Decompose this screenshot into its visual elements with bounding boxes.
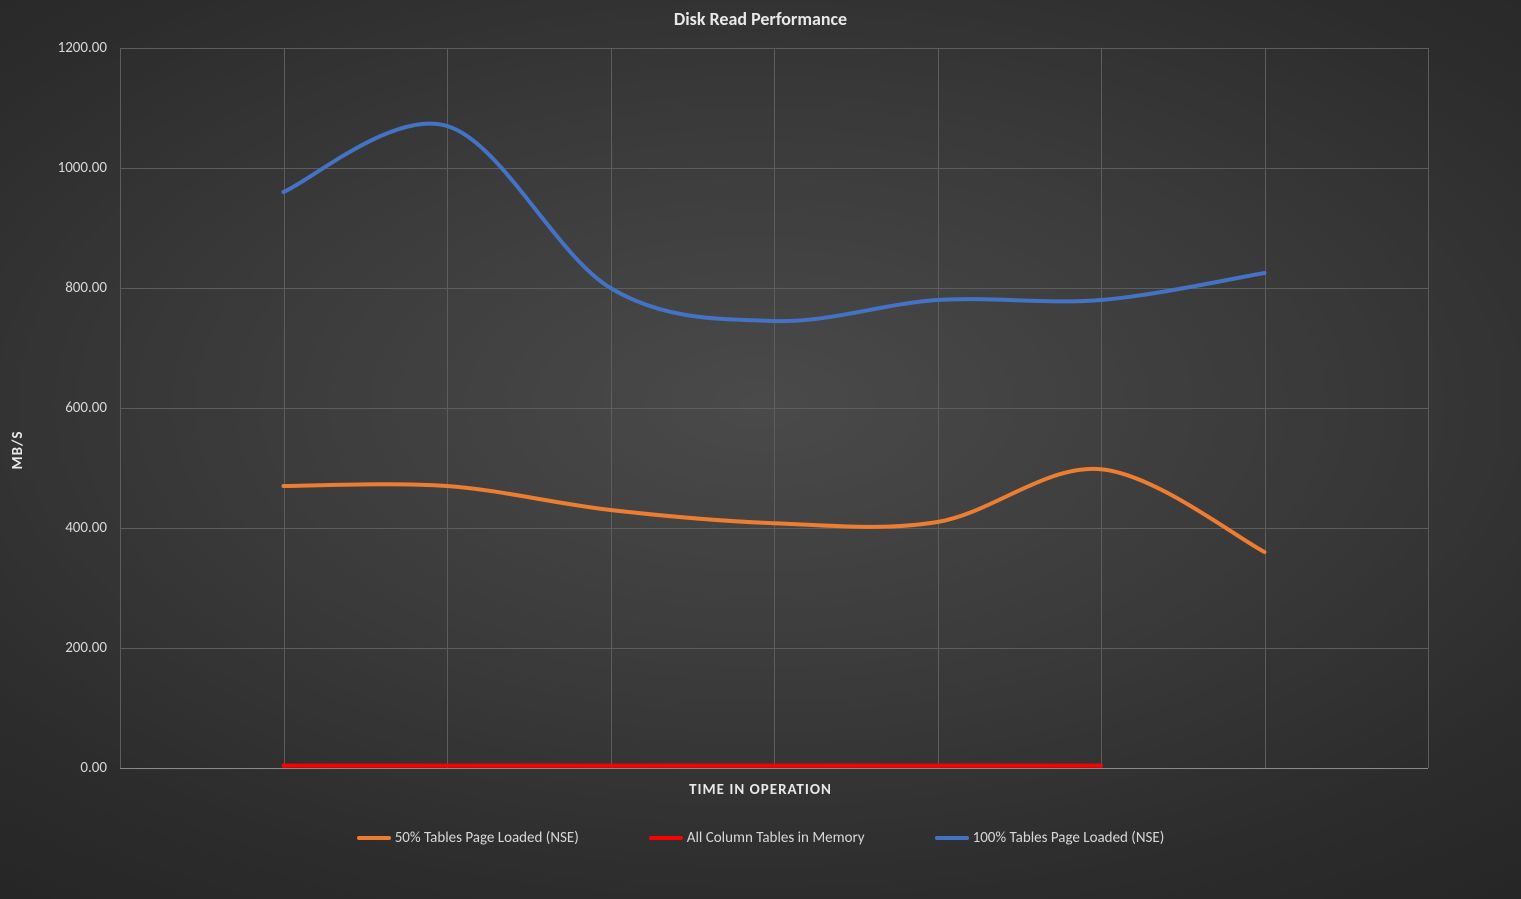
legend-swatch-icon xyxy=(649,836,683,840)
y-tick-label: 600.00 xyxy=(17,399,107,417)
chart-title: Disk Read Performance xyxy=(0,8,1521,30)
x-axis-baseline xyxy=(120,768,1428,769)
series-line xyxy=(284,124,1265,321)
y-tick-label: 1000.00 xyxy=(17,159,107,177)
legend-label: 50% Tables Page Loaded (NSE) xyxy=(395,829,579,847)
legend-swatch-icon xyxy=(357,836,391,840)
series-line xyxy=(284,469,1265,552)
y-tick-label: 0.00 xyxy=(17,759,107,777)
series-layer xyxy=(120,48,1428,768)
legend: 50% Tables Page Loaded (NSE) All Column … xyxy=(0,829,1521,847)
chart-container: Disk Read Performance MB/S 0.00 200.00 4… xyxy=(0,0,1521,899)
gridline-vertical xyxy=(1428,48,1429,768)
y-tick-label: 800.00 xyxy=(17,279,107,297)
legend-label: 100% Tables Page Loaded (NSE) xyxy=(973,829,1165,847)
legend-swatch-icon xyxy=(935,836,969,840)
plot-area xyxy=(120,48,1428,768)
y-axis-title: MB/S xyxy=(9,430,27,469)
y-tick-label: 400.00 xyxy=(17,519,107,537)
y-tick-label: 1200.00 xyxy=(17,39,107,57)
legend-item-100pct: 100% Tables Page Loaded (NSE) xyxy=(935,829,1165,847)
legend-item-50pct: 50% Tables Page Loaded (NSE) xyxy=(357,829,579,847)
legend-item-allmem: All Column Tables in Memory xyxy=(649,829,865,847)
legend-label: All Column Tables in Memory xyxy=(687,829,865,847)
x-axis-title: TIME IN OPERATION xyxy=(0,781,1521,799)
y-tick-label: 200.00 xyxy=(17,639,107,657)
